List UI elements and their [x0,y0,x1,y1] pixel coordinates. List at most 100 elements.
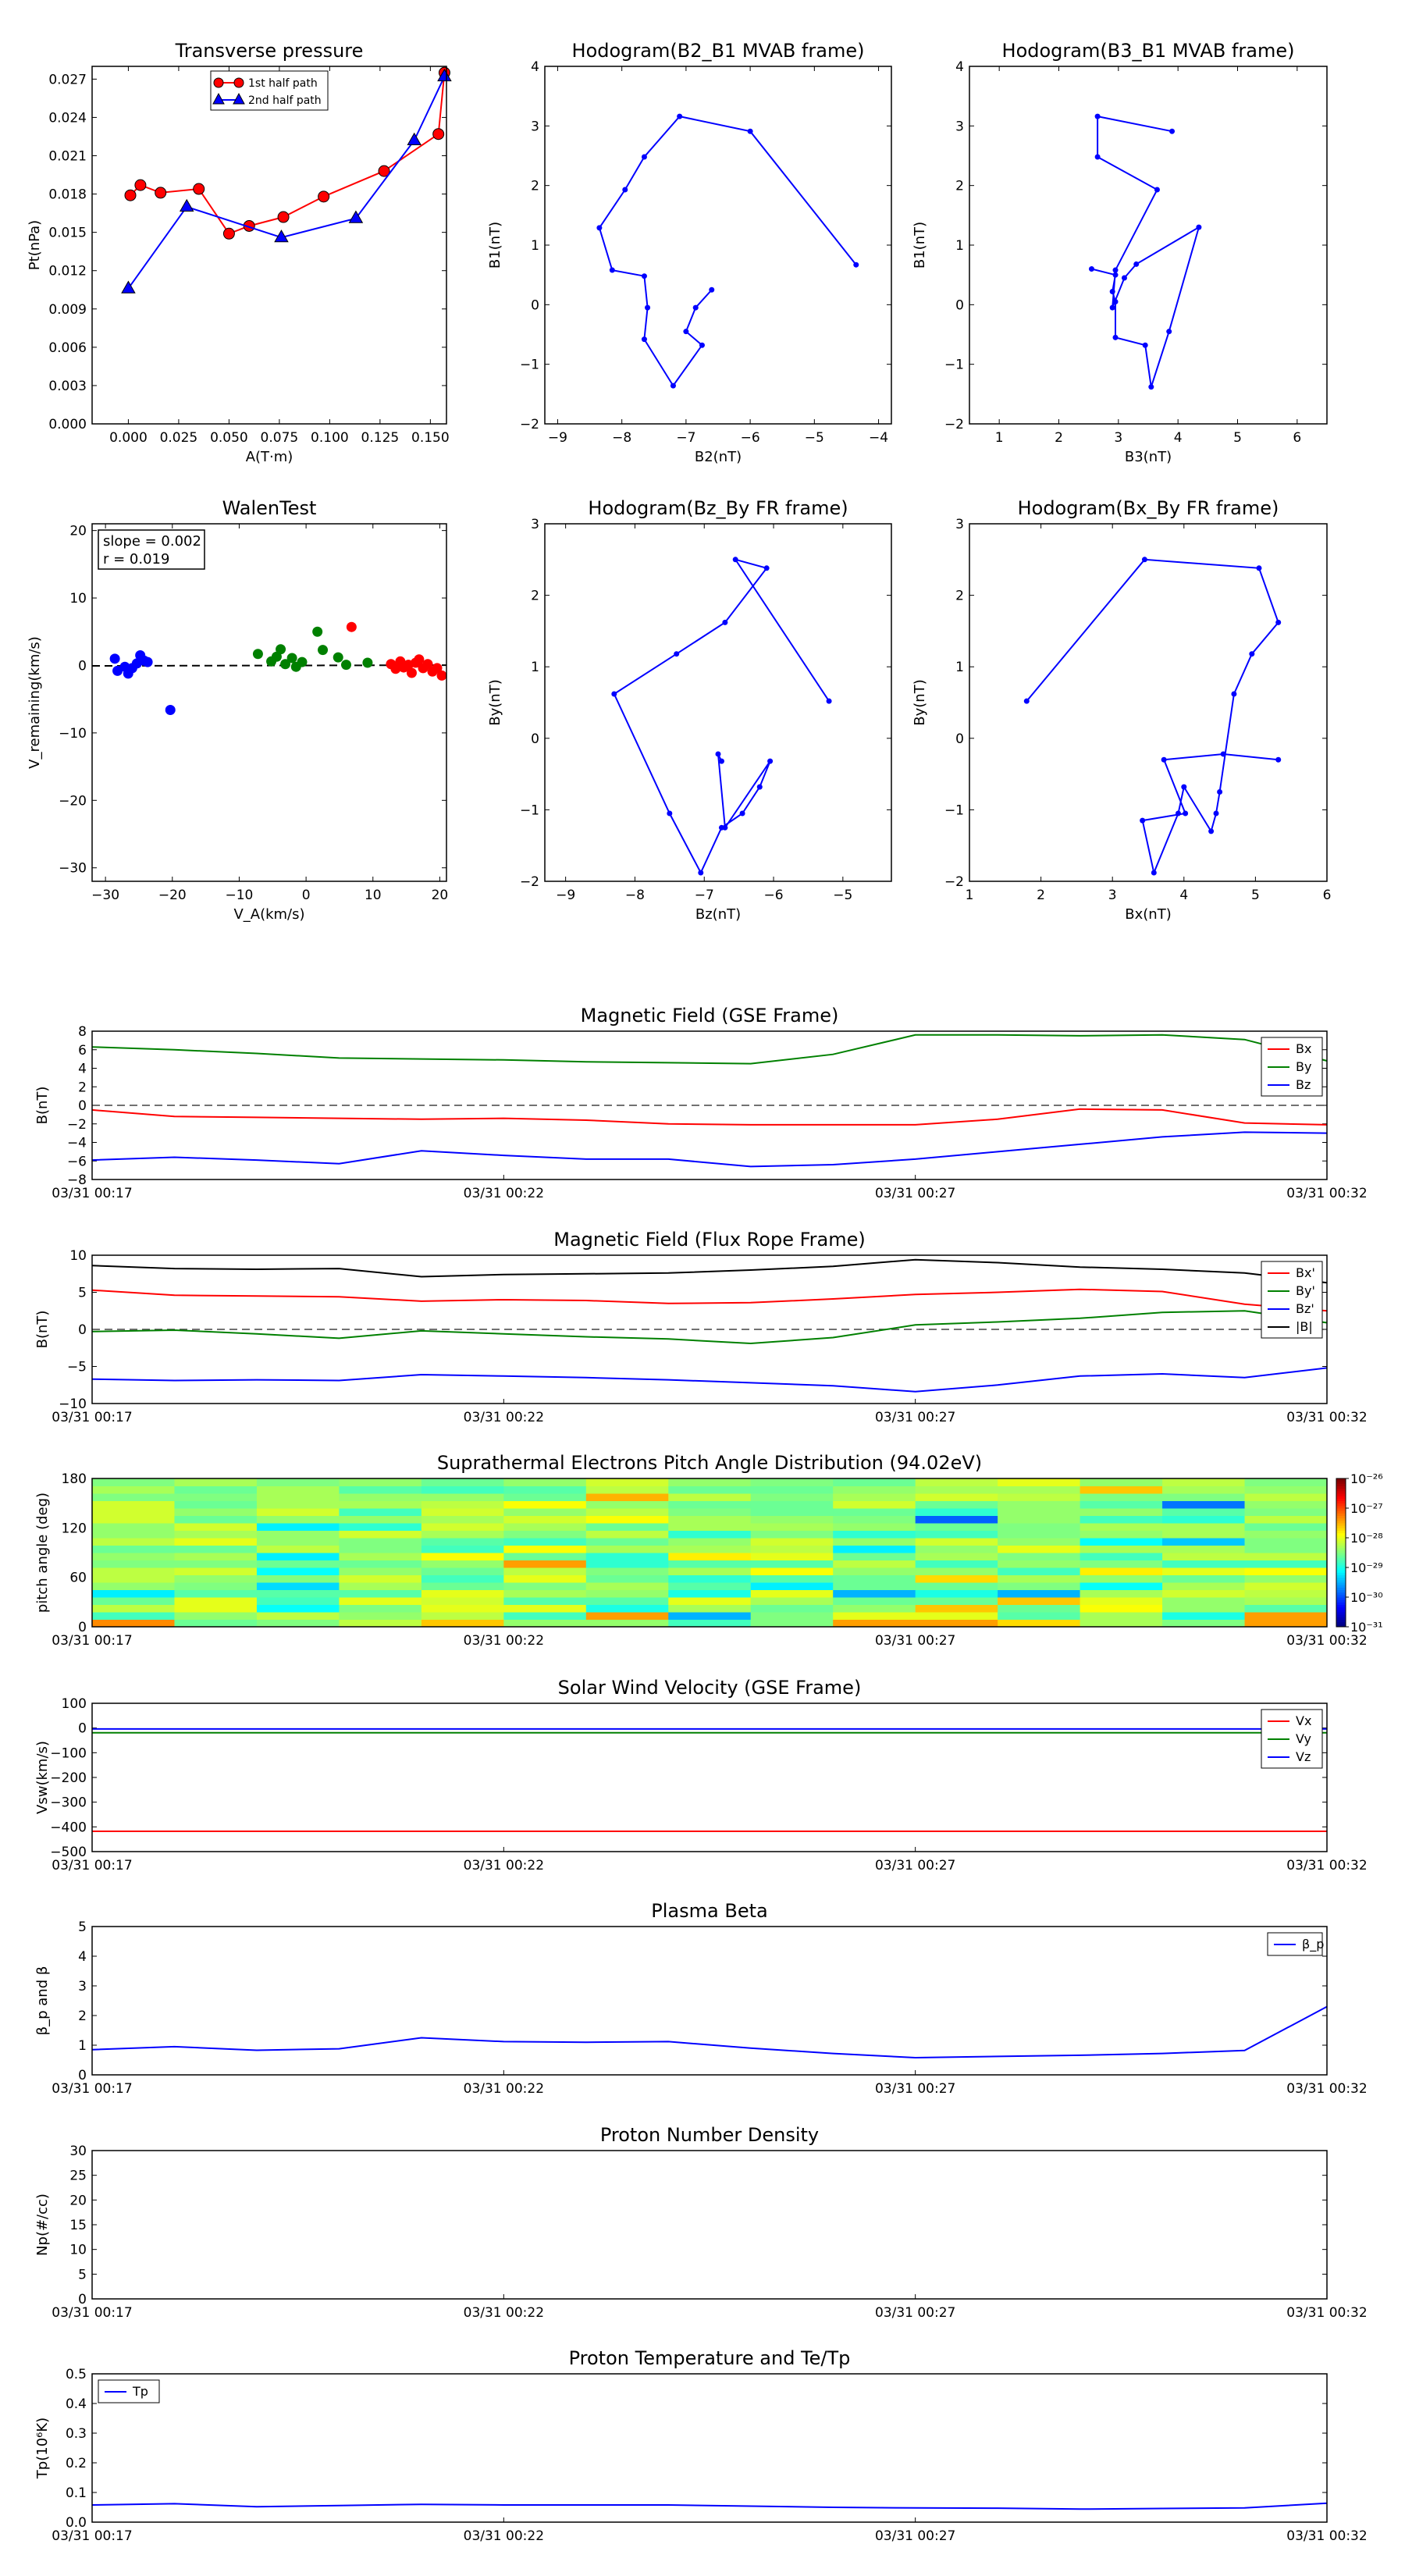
x-tick-label: 03/31 00:17 [52,1633,132,1649]
colorbar-tick-label: 10⁻³⁰ [1350,1590,1383,1605]
heatmap-cell [503,1597,587,1605]
chart-title: Transverse pressure [175,40,364,62]
y-tick-label: 0.000 [48,417,87,432]
heatmap-cell [1162,1589,1246,1598]
colorbar-segment [1336,1579,1346,1583]
data-point [422,659,433,670]
heatmap-cell [750,1545,834,1553]
heatmap-cell [585,1582,669,1590]
y-tick-label: 0.015 [48,226,87,241]
heatmap-cell [1162,1485,1246,1494]
heatmap-cell [1080,1478,1163,1486]
heatmap-cell [256,1508,340,1516]
colorbar-segment [1336,1564,1346,1568]
x-tick-label: 3 [1108,888,1117,903]
heatmap-cell [998,1612,1081,1620]
heatmap-cell [668,1560,752,1568]
heatmap-cell [1162,1523,1246,1531]
data-point [709,286,715,293]
y-axis-label: β_p and β [34,1966,51,2036]
y-tick-label: 2 [78,2008,87,2024]
y-axis-label: By(nT) [487,679,503,725]
heatmap-cell [174,1545,258,1553]
x-tick-label: −9 [548,430,567,446]
data-point [378,165,390,177]
colorbar-segment [1336,1567,1346,1571]
y-tick-label: 60 [69,1571,87,1586]
x-tick-label: 4 [1179,888,1188,903]
plot-frame [91,2373,1328,2523]
heatmap-cell [503,1493,587,1501]
heatmap-cell [92,1589,175,1598]
x-tick-label: −4 [869,430,888,446]
heatmap-cell [174,1485,258,1494]
heatmap-cell [750,1560,834,1568]
heatmap-cell [998,1523,1081,1531]
heatmap-cell [1244,1597,1328,1605]
colorbar-segment [1336,1542,1346,1546]
x-axis-label: B2(nT) [695,449,742,465]
data-point [699,342,705,348]
y-tick-label: 0.018 [48,187,87,203]
data-point [670,382,676,389]
data-point [1181,784,1187,790]
heatmap-cell [668,1567,752,1575]
data-point [641,154,647,160]
y-tick-label: −100 [50,1745,87,1761]
colorbar-segment [1336,1535,1346,1539]
heatmap-cell [1162,1515,1246,1524]
heatmap-cell [915,1612,998,1620]
heatmap-cell [668,1523,752,1531]
colorbar-segment [1336,1587,1346,1590]
plot-frame [544,523,892,882]
heatmap-cell [256,1574,340,1583]
y-tick-label: 10 [69,1248,87,1264]
data-point [677,113,683,119]
y-tick-label: 25 [69,2169,87,2184]
heatmap-cell [421,1589,504,1598]
colorbar-segment [1336,1490,1346,1494]
y-tick-label: 0 [78,1721,87,1737]
heatmap-cell [833,1589,916,1598]
x-tick-label: 6 [1323,888,1332,903]
heatmap-cell [750,1619,834,1628]
heatmap-cell [92,1478,175,1486]
legend-label: 1st half path [248,77,318,90]
data-point [1109,304,1115,311]
y-tick-label: 0 [531,731,539,747]
series-line-2 [91,1131,1328,1168]
y-tick-label: 2 [531,589,539,604]
series-line-1 [91,1034,1328,1065]
heatmap-cell [998,1597,1081,1605]
heatmap-cell [503,1478,587,1486]
y-tick-label: 0 [78,1620,87,1635]
y-tick-label: −10 [59,1397,87,1412]
heatmap-cell [750,1597,834,1605]
heatmap-cell [750,1553,834,1560]
chart-title: WalenTest [222,497,317,519]
heatmap-cell [833,1538,916,1546]
plot-frame [91,1478,1328,1628]
colorbar-segment [1336,1508,1346,1511]
x-tick-label: 0.125 [361,430,400,446]
heatmap-cell [421,1560,504,1568]
heatmap-cell [998,1582,1081,1590]
heatmap-cell [421,1567,504,1575]
legend-label: Bx' [1296,1265,1315,1280]
data-point [1109,289,1115,295]
chart-mag-gse: Magnetic Field (GSE Frame) −8 −6 −4 −2 0 2 4 6 8 0… [34,1005,1368,1201]
heatmap-cell [421,1604,504,1613]
y-tick-label: 20 [69,524,87,539]
heatmap-cell [174,1582,258,1590]
heatmap-cell [1162,1597,1246,1605]
heatmap-cell [998,1538,1081,1546]
y-tick-label: 0 [955,297,964,313]
colorbar-segment [1336,1483,1346,1486]
y-tick-label: 6 [78,1043,87,1059]
heatmap-cell [915,1485,998,1494]
y-tick-label: 3 [531,119,539,134]
data-point [1154,187,1160,193]
legend-marker [213,77,224,88]
heatmap-cell [668,1597,752,1605]
heatmap-cell [92,1574,175,1583]
